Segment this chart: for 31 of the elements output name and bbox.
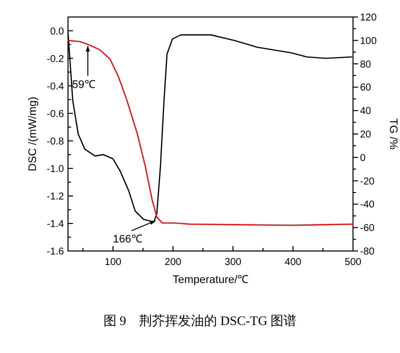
- y2-tick-label: 120: [360, 12, 378, 24]
- y-tick-label: -1.4: [46, 218, 64, 230]
- y2-tick-label: 20: [360, 130, 372, 140]
- y2-tick-label: -60: [360, 223, 375, 234]
- caption: 图 9 荆芥挥发油的 DSC-TG 图谱: [103, 313, 297, 328]
- x-tick-label: 300: [224, 257, 242, 268]
- annotation: 59℃: [72, 78, 96, 91]
- y-tick-label: -0.6: [46, 108, 64, 120]
- y-tick-label: -0.4: [46, 81, 64, 92]
- y-tick-label: 0.0: [50, 26, 64, 38]
- y2-tick-label: 80: [360, 59, 372, 70]
- y2-tick-label: -20: [360, 176, 375, 188]
- y2-tick-label: 40: [360, 106, 372, 118]
- x-axis-title: Temperature/℃: [172, 274, 248, 286]
- y2-tick-label: -80: [360, 246, 375, 258]
- y-tick-label: -1.6: [46, 246, 64, 258]
- y2-tick-label: 60: [360, 82, 372, 94]
- annotation: 166℃: [112, 234, 142, 246]
- x-tick-label: 200: [164, 257, 182, 268]
- y2-tick-label: 100: [360, 36, 378, 47]
- x-tick-label: 100: [104, 257, 122, 268]
- y-tick-label: -1.2: [46, 191, 64, 202]
- y2-axis-title: TG /%: [387, 118, 399, 150]
- y-tick-label: -0.8: [46, 136, 64, 148]
- y2-tick-label: -40: [360, 200, 375, 211]
- y-tick-label: -0.2: [46, 54, 64, 65]
- x-tick-label: 400: [284, 257, 302, 268]
- y-axis-title: DSC /(mW/mg): [27, 96, 39, 172]
- y-tick-label: -1.0: [46, 164, 64, 175]
- x-tick-label: 500: [344, 257, 362, 268]
- y2-tick-label: 0: [360, 152, 366, 164]
